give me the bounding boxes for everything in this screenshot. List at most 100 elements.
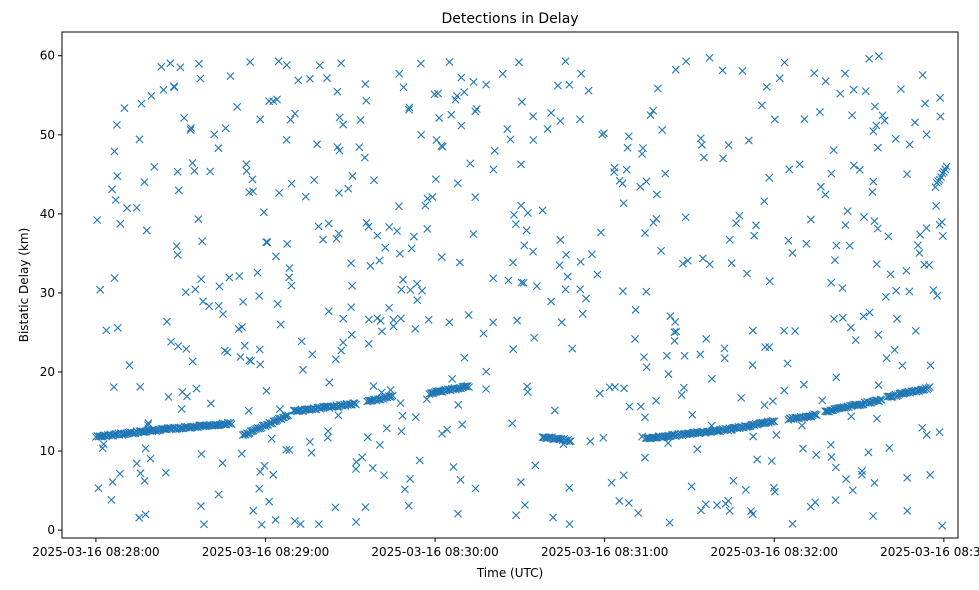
data-point: [829, 146, 838, 155]
data-point: [562, 250, 571, 259]
data-point: [369, 382, 378, 391]
data-point: [827, 278, 836, 287]
data-point: [848, 486, 857, 495]
data-point: [161, 468, 170, 477]
data-point: [851, 336, 860, 345]
data-point: [791, 327, 800, 336]
data-point: [285, 264, 294, 273]
data-point: [780, 58, 789, 67]
data-point: [636, 402, 645, 411]
data-point: [141, 510, 150, 519]
data-point: [206, 399, 215, 408]
data-point: [460, 353, 469, 362]
data-point: [826, 440, 835, 449]
data-point: [886, 270, 895, 279]
data-point: [192, 384, 201, 393]
data-point: [532, 282, 541, 291]
data-point: [96, 285, 105, 294]
data-point: [520, 241, 529, 250]
data-point: [194, 59, 203, 68]
data-point: [618, 287, 627, 296]
data-point: [271, 252, 280, 261]
data-point: [388, 391, 397, 400]
data-point: [821, 190, 830, 199]
data-point: [664, 370, 673, 379]
data-point: [682, 57, 691, 66]
data-point: [832, 241, 841, 250]
data-point: [693, 445, 702, 454]
data-point: [805, 412, 814, 421]
data-point: [670, 336, 679, 345]
data-point: [310, 175, 319, 184]
data-point: [394, 202, 403, 211]
data-point: [269, 470, 278, 479]
data-point: [393, 227, 402, 236]
data-point: [457, 121, 466, 130]
data-point: [282, 445, 291, 454]
data-point: [661, 169, 670, 178]
data-point: [206, 167, 215, 176]
data-point: [235, 271, 244, 280]
data-point: [935, 428, 944, 437]
data-point: [297, 337, 306, 346]
data-point: [565, 80, 574, 89]
data-point: [196, 501, 205, 510]
data-point: [313, 140, 322, 149]
data-point: [705, 427, 714, 436]
data-point: [936, 112, 945, 121]
data-point: [198, 237, 207, 246]
data-point: [847, 412, 856, 421]
data-point: [859, 213, 868, 222]
data-point: [550, 406, 559, 415]
data-point: [529, 112, 538, 121]
data-point: [555, 261, 564, 270]
data-point: [260, 461, 269, 470]
data-point: [291, 109, 299, 118]
data-point: [337, 59, 346, 68]
data-point: [190, 166, 199, 175]
data-point: [226, 72, 235, 81]
data-point: [240, 341, 249, 350]
data-point: [586, 437, 595, 446]
data-point: [416, 59, 425, 68]
data-point: [843, 207, 852, 216]
data-point: [255, 291, 264, 300]
data-point: [479, 329, 488, 338]
data-point: [147, 91, 156, 100]
data-point: [870, 478, 879, 487]
data-point: [404, 105, 413, 114]
data-point: [448, 374, 457, 383]
data-point: [233, 102, 242, 111]
data-point: [415, 456, 424, 465]
data-point: [178, 388, 187, 396]
data-point: [670, 328, 679, 337]
data-point: [347, 303, 356, 312]
data-point: [623, 143, 632, 152]
data-point: [523, 208, 532, 217]
data-point: [347, 259, 356, 268]
data-point: [841, 69, 850, 78]
data-point: [113, 172, 122, 181]
data-point: [815, 108, 824, 117]
data-point: [696, 134, 705, 143]
data-point: [760, 401, 769, 410]
data-point: [214, 144, 223, 153]
data-point: [281, 412, 290, 421]
data-point: [348, 172, 357, 181]
data-point: [287, 281, 296, 290]
data-point: [335, 113, 344, 122]
data-point: [113, 323, 122, 332]
data-point: [905, 140, 914, 149]
data-point: [325, 378, 334, 387]
data-point: [294, 76, 303, 85]
y-tick-label: 50: [40, 128, 55, 142]
data-point: [248, 175, 257, 184]
data-point: [896, 85, 905, 94]
data-point: [935, 220, 944, 229]
data-point: [858, 467, 866, 476]
data-point: [799, 380, 808, 389]
data-point: [137, 99, 146, 108]
data-point: [471, 484, 480, 493]
data-point: [577, 69, 586, 78]
data-point: [324, 427, 333, 436]
